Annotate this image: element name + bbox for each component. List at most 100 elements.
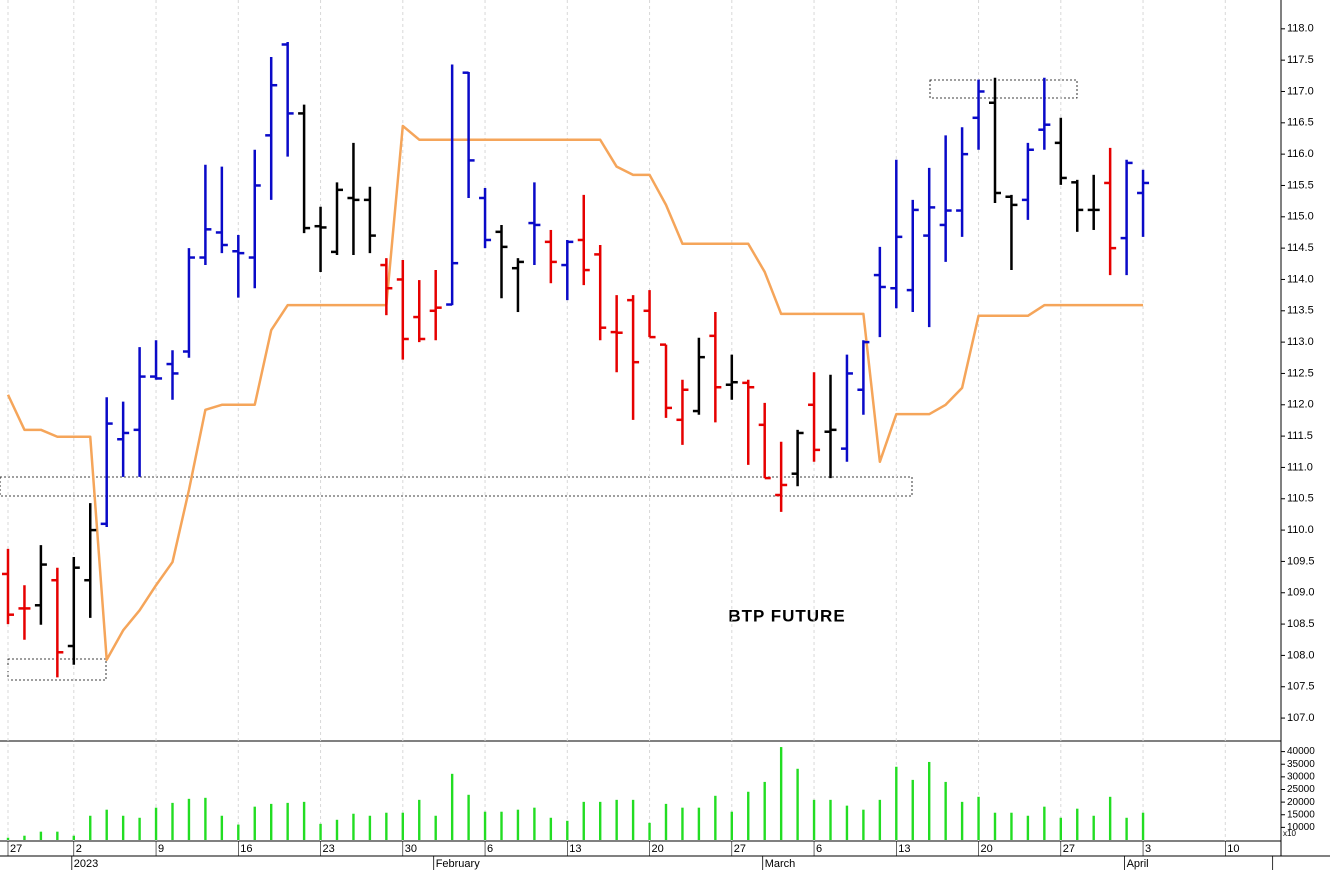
volume-bar	[302, 801, 306, 840]
volume-bar	[253, 806, 256, 840]
stop-line	[6, 124, 1144, 662]
volume-bar	[368, 815, 372, 840]
volume-bar	[1026, 815, 1030, 840]
volume-tick-label: 40000	[1287, 746, 1315, 757]
volume-tick-label: 20000	[1287, 797, 1315, 808]
x-tick-label: 6	[487, 843, 493, 855]
y-tick-label: 107.0	[1287, 712, 1315, 724]
volume-bar	[582, 801, 585, 840]
volume-bar	[286, 802, 289, 840]
y-tick-label: 111.0	[1287, 461, 1313, 473]
volume-bar	[154, 807, 158, 840]
y-tick-label: 115.0	[1287, 211, 1314, 223]
volume-bar	[944, 781, 947, 840]
volume-bar	[566, 820, 569, 840]
x-tick-label: 20	[981, 843, 993, 855]
volume-bar	[483, 811, 487, 840]
volume-bar	[56, 831, 59, 840]
volume-bar	[779, 747, 783, 840]
x-tick-label: 30	[405, 843, 417, 855]
y-tick-label: 109.0	[1287, 587, 1315, 599]
volume-bar	[747, 791, 750, 840]
y-tick-label: 116.5	[1287, 117, 1314, 129]
zone-box	[0, 476, 913, 497]
x-tick-label: 16	[240, 843, 252, 855]
volume-bar	[220, 815, 224, 840]
volume-bar	[516, 809, 520, 840]
y-tick-label: 112.5	[1287, 367, 1314, 379]
y-tick-label: 115.5	[1287, 179, 1314, 191]
volume-bar	[977, 796, 980, 840]
y-tick-label: 110.0	[1287, 524, 1314, 536]
volume-bar	[549, 817, 553, 840]
volume-bar	[796, 768, 799, 840]
x-tick-label: 27	[10, 843, 22, 855]
volume-bar	[39, 831, 43, 840]
y-tick-label: 110.5	[1287, 493, 1314, 505]
volume-bar	[1141, 812, 1145, 840]
volume-bar	[812, 799, 816, 840]
volume-bar	[467, 794, 470, 840]
volume-bar	[138, 817, 141, 840]
volume-bar	[204, 797, 207, 840]
volume-bar	[434, 815, 437, 840]
volume-bar	[895, 766, 898, 840]
volume-bar	[845, 805, 849, 840]
volume-bar	[352, 813, 355, 840]
volume-bar	[270, 803, 273, 840]
volume-bar	[1076, 808, 1079, 840]
x-tick-label: 6	[816, 843, 822, 855]
y-tick-label: 114.0	[1287, 273, 1314, 285]
x-tick-label: 2	[76, 843, 82, 855]
volume-bar	[121, 815, 125, 840]
y-tick-label: 108.5	[1287, 618, 1315, 630]
y-tick-label: 111.5	[1287, 430, 1313, 442]
volume-bar	[960, 801, 964, 840]
volume-bar	[763, 781, 766, 840]
y-tick-label: 109.5	[1287, 555, 1315, 567]
volume-bar	[1010, 812, 1013, 840]
volume-bar	[615, 799, 618, 840]
y-tick-label: 113.0	[1287, 336, 1314, 348]
volume-bar	[829, 799, 832, 840]
chart-annotation: BTP FUTURE	[728, 606, 845, 625]
x-tick-label: 23	[323, 843, 335, 855]
volume-bar	[72, 835, 75, 840]
volume-bar	[6, 837, 10, 840]
month-label: March	[765, 858, 796, 870]
volume-bar	[418, 799, 421, 840]
volume-bar	[1108, 796, 1112, 840]
x-tick-label: 3	[1145, 843, 1151, 855]
month-label: April	[1127, 858, 1149, 870]
volume-tick-label: 10000	[1287, 822, 1315, 833]
volume-bar	[911, 779, 914, 840]
y-tick-label: 107.5	[1287, 681, 1315, 693]
volume-bar	[648, 822, 651, 840]
volume-bar	[878, 799, 882, 840]
volume-tick-label: 30000	[1287, 771, 1315, 782]
volume-bar	[862, 809, 865, 840]
volume-bar	[500, 811, 503, 840]
volume-bar	[993, 812, 997, 840]
volume-axis-label: x10	[1283, 829, 1296, 838]
y-tick-label: 114.5	[1287, 242, 1314, 254]
volume-bar	[599, 801, 602, 840]
y-tick-label: 113.5	[1287, 305, 1314, 317]
volume-bar	[1059, 817, 1062, 840]
volume-tick-label: 15000	[1287, 809, 1315, 820]
month-label: 2023	[74, 858, 98, 870]
volume-tick-label: 35000	[1287, 759, 1315, 770]
volume-bar	[1092, 815, 1095, 840]
volume-bar	[1125, 817, 1128, 840]
volume-bar	[631, 799, 635, 840]
x-tick-label: 27	[1063, 843, 1075, 855]
volume-bar	[1043, 806, 1046, 840]
x-tick-label: 9	[158, 843, 164, 855]
y-tick-label: 116.0	[1287, 148, 1314, 160]
x-tick-label: 13	[569, 843, 581, 855]
month-label: February	[436, 858, 481, 870]
y-tick-label: 108.0	[1287, 649, 1315, 661]
y-tick-label: 112.0	[1287, 399, 1314, 411]
